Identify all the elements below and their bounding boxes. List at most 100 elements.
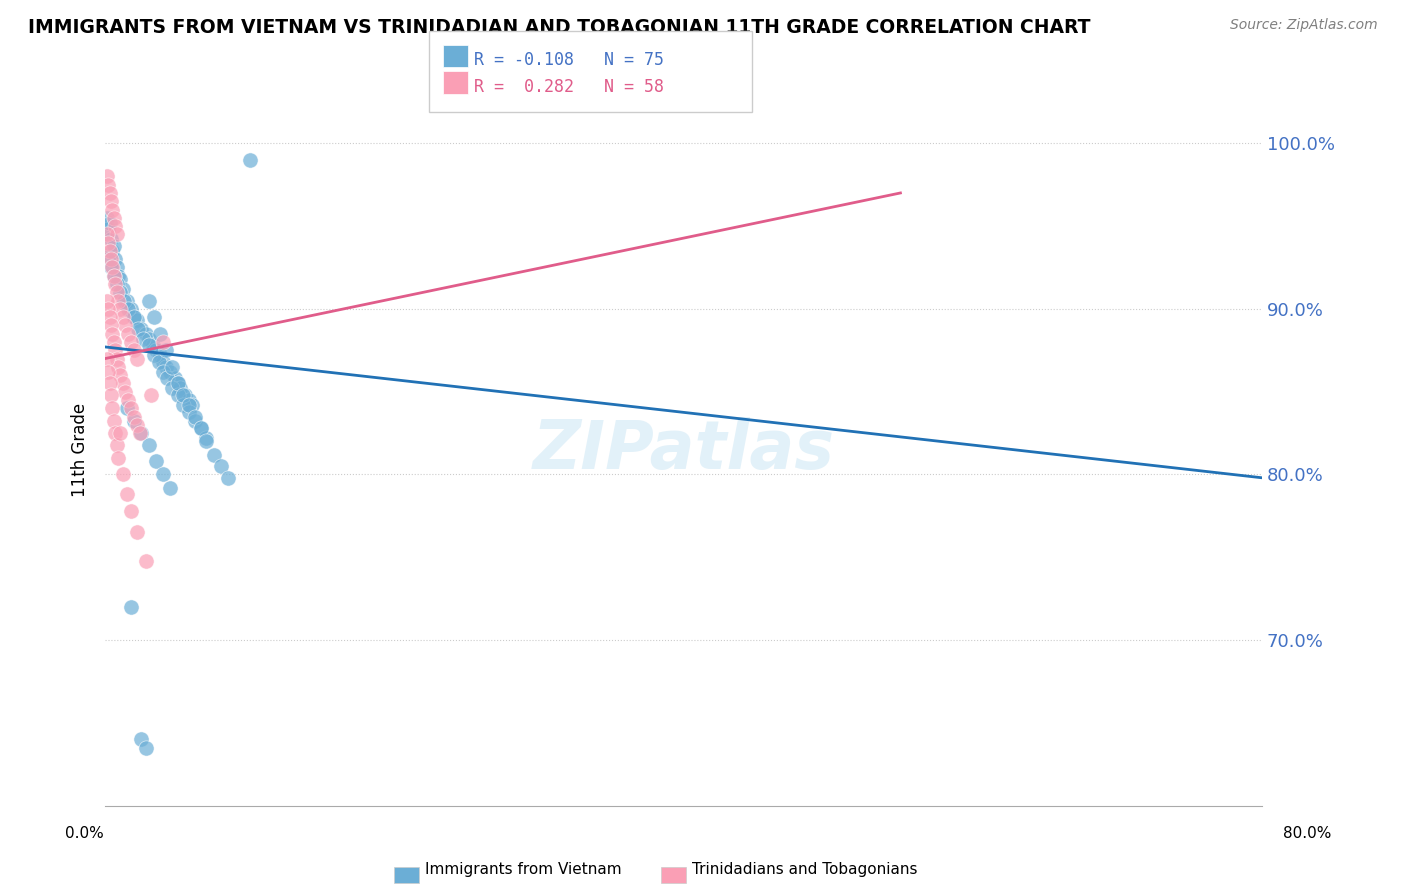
Point [131,425,153,440]
Point [166,376,188,391]
Point [148,355,170,369]
Point [202,448,225,462]
Point [100,318,122,333]
Point [209,459,232,474]
Point [98,216,121,230]
Point [108,425,131,440]
Text: Source: ZipAtlas.com: Source: ZipAtlas.com [1230,18,1378,32]
Point [103,268,125,283]
Point [195,434,218,449]
Point [155,359,177,374]
Text: R =  0.282   N = 58: R = 0.282 N = 58 [474,78,664,95]
Point [105,437,128,451]
Text: 0.0%: 0.0% [65,827,104,841]
Point [98,310,121,325]
Point [114,318,136,333]
Point [190,421,212,435]
Point [172,398,194,412]
Point [152,365,174,379]
Point [104,219,127,233]
Point [104,343,127,358]
Point [96,293,118,308]
Point [122,409,145,424]
Point [108,285,131,300]
Point [100,252,122,267]
Point [166,376,188,391]
Point [131,732,153,747]
Point [101,260,124,275]
Point [125,525,148,540]
Point [122,310,145,325]
Point [122,343,145,358]
Point [163,371,186,385]
Point [138,338,160,352]
Text: ZIPatlas: ZIPatlas [533,417,835,483]
Point [129,425,152,440]
Point [111,467,134,482]
Point [101,326,124,341]
Point [104,425,127,440]
Point [177,404,200,418]
Point [138,437,160,451]
Point [107,450,129,465]
Point [152,334,174,349]
Point [105,351,128,366]
Point [103,268,125,283]
Point [101,401,124,416]
Point [131,322,153,336]
Point [142,338,165,352]
Point [120,301,142,316]
Point [239,153,262,167]
Point [172,388,194,402]
Point [117,392,139,407]
Point [107,359,129,374]
Point [105,260,128,275]
Point [135,326,157,341]
Point [145,454,167,468]
Point [96,227,118,242]
Point [117,326,139,341]
Point [125,351,148,366]
Point [120,599,142,614]
Point [160,359,183,374]
Point [132,332,155,346]
Point [138,332,160,346]
Point [177,392,200,407]
Point [100,260,122,275]
Point [100,232,122,246]
Point [159,365,181,379]
Point [104,277,127,291]
Point [173,388,195,402]
Point [122,310,145,325]
Point [115,293,138,308]
Point [120,401,142,416]
Point [169,381,191,395]
Point [96,211,118,225]
Point [125,313,148,327]
Point [115,487,138,501]
Text: IMMIGRANTS FROM VIETNAM VS TRINIDADIAN AND TOBAGONIAN 11TH GRADE CORRELATION CHA: IMMIGRANTS FROM VIETNAM VS TRINIDADIAN A… [28,18,1091,37]
Point [111,282,134,296]
Point [112,293,135,308]
Point [152,467,174,482]
Point [98,244,121,258]
Point [103,211,125,225]
Point [155,343,177,358]
Point [115,401,138,416]
Point [101,202,124,217]
Point [105,285,128,300]
Point [145,343,167,358]
Point [181,398,204,412]
Point [135,553,157,567]
Point [114,384,136,399]
Point [160,381,183,395]
Text: Trinidadians and Tobagonians: Trinidadians and Tobagonians [692,863,917,877]
Point [195,431,218,445]
Point [111,376,134,391]
Text: Immigrants from Vietnam: Immigrants from Vietnam [425,863,621,877]
Point [97,235,120,250]
Point [127,322,149,336]
Point [177,398,200,412]
Point [217,471,239,485]
Point [184,409,207,424]
